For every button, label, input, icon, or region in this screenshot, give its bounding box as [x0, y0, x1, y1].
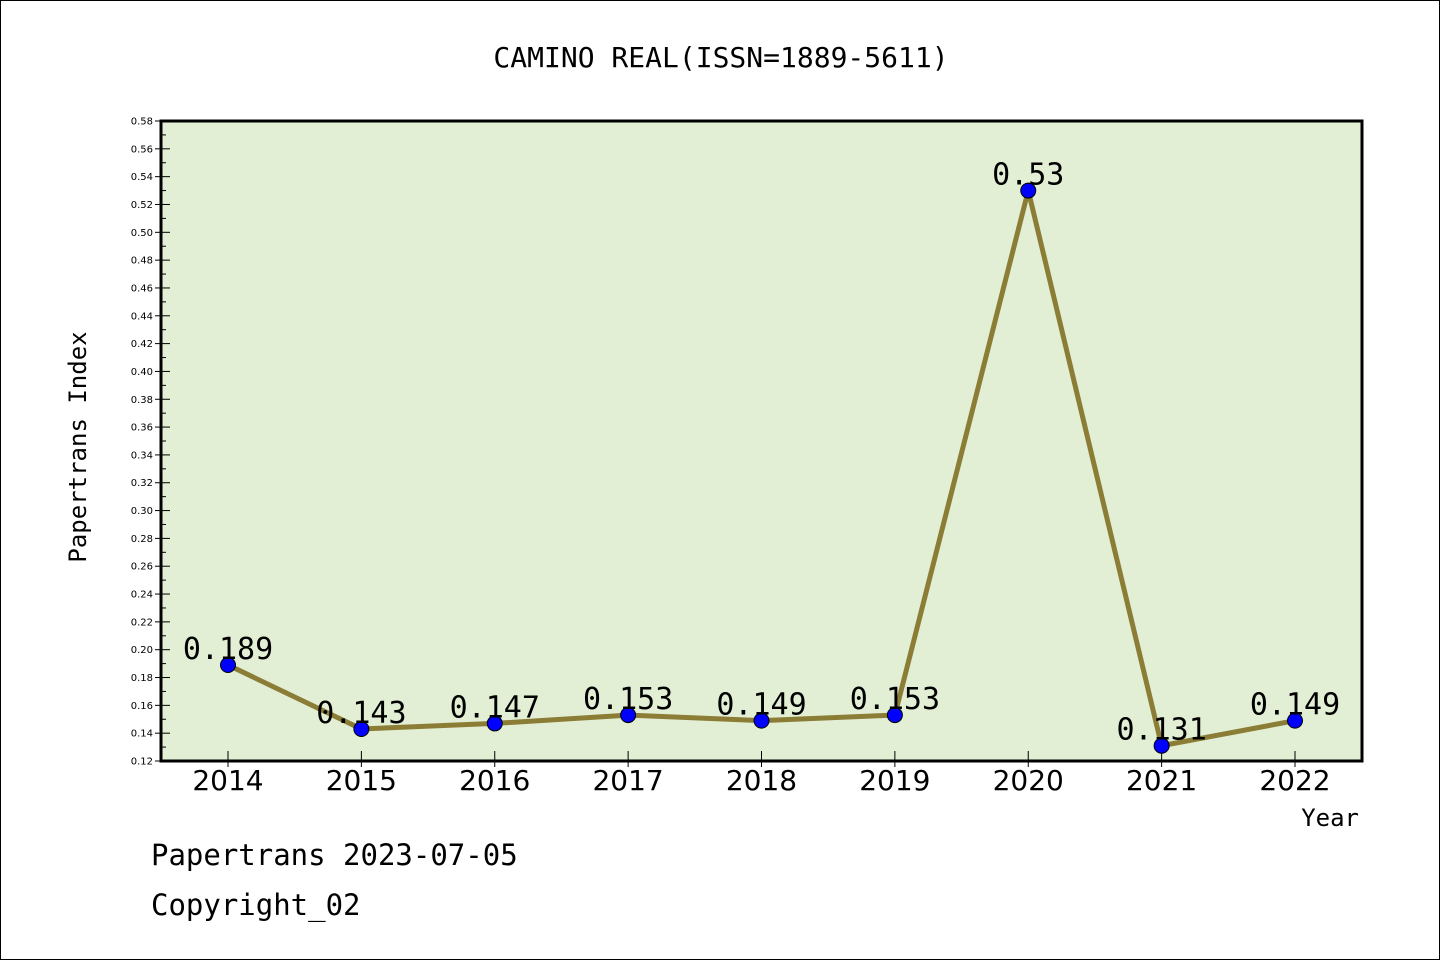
- data-point-2022: [1287, 712, 1303, 729]
- y-tick-label: 0.52: [131, 200, 153, 211]
- data-point-2014: [220, 657, 236, 673]
- data-label-2016: 0.147: [450, 690, 540, 725]
- data-point-2019: [886, 707, 903, 724]
- data-point-2015: [353, 721, 370, 737]
- x-axis-label: Year: [1301, 804, 1359, 832]
- footer-source: Papertrans 2023-07-05: [151, 838, 518, 872]
- data-labels-group: 0.189 0.143 0.147 0.153 0.149 0.153 0.53 0.131 0…: [183, 158, 1340, 748]
- y-tick-label: 0.40: [131, 367, 153, 378]
- y-tick-label: 0.34: [131, 450, 153, 461]
- chart-title: CAMINO REAL(ISSN=1889-5611): [493, 41, 948, 74]
- data-label-2022: 0.149: [1250, 688, 1340, 723]
- y-tick-label: 0.42: [131, 339, 153, 350]
- data-label-2019: 0.153: [850, 682, 940, 717]
- plot-area: [161, 121, 1362, 761]
- y-tick-label: 0.50: [131, 228, 153, 239]
- data-label-2014: 0.189: [183, 632, 273, 667]
- y-tick-label: 0.12: [131, 757, 153, 768]
- x-tick-label: 2021: [1126, 764, 1197, 797]
- y-tick-label: 0.28: [131, 534, 153, 545]
- y-tick-label: 0.36: [131, 423, 153, 434]
- data-label-2018: 0.149: [716, 688, 806, 723]
- y-tick-label: 0.46: [131, 283, 153, 294]
- x-tick-label: 2018: [726, 764, 797, 797]
- y-tick-label: 0.44: [131, 311, 153, 322]
- data-point-2016: [486, 715, 503, 732]
- y-tick-label: 0.56: [131, 144, 153, 155]
- data-point-2017: [620, 707, 637, 724]
- y-tick-label: 0.14: [131, 729, 153, 740]
- y-axis-ticks: 0.12 0.14 0.16 0.18 0.20 0.22 0.24 0.26 0.28 0.30…: [131, 117, 170, 768]
- y-tick-label: 0.22: [131, 617, 153, 628]
- y-tick-label: 0.16: [131, 701, 153, 712]
- y-tick-label: 0.58: [131, 117, 153, 128]
- data-label-2021: 0.131: [1116, 713, 1206, 748]
- y-tick-label: 0.48: [131, 256, 153, 267]
- footer-copyright: Copyright_02: [151, 888, 361, 923]
- x-tick-label: 2017: [592, 764, 663, 797]
- series-points-group: [220, 182, 1303, 754]
- data-point-2018: [753, 712, 770, 729]
- y-tick-label: 0.54: [131, 172, 153, 183]
- y-tick-label: 0.24: [131, 590, 153, 601]
- x-tick-label: 2020: [993, 764, 1064, 797]
- data-label-2015: 0.143: [316, 696, 406, 731]
- data-point-2020: [1020, 182, 1037, 199]
- x-tick-label: 2019: [859, 764, 930, 797]
- data-label-2020: 0.53: [992, 158, 1064, 193]
- x-axis-ticks: 2014 2015 2016 2017 2018 2019 2020 2021 2022: [192, 751, 1331, 797]
- data-point-2021: [1153, 737, 1170, 754]
- y-tick-label: 0.26: [131, 562, 153, 573]
- y-axis-label: Papertrans Index: [64, 331, 92, 562]
- x-tick-label: 2015: [326, 764, 397, 797]
- x-tick-label: 2014: [192, 764, 263, 797]
- y-tick-label: 0.38: [131, 395, 153, 406]
- y-tick-label: 0.20: [131, 645, 153, 656]
- x-tick-label: 2016: [459, 764, 530, 797]
- data-label-2017: 0.153: [583, 682, 673, 717]
- plot-border: [159, 119, 1364, 763]
- y-tick-label: 0.18: [131, 673, 153, 684]
- y-tick-label: 0.32: [131, 478, 153, 489]
- y-tick-label: 0.30: [131, 506, 153, 517]
- x-tick-label: 2022: [1259, 764, 1330, 797]
